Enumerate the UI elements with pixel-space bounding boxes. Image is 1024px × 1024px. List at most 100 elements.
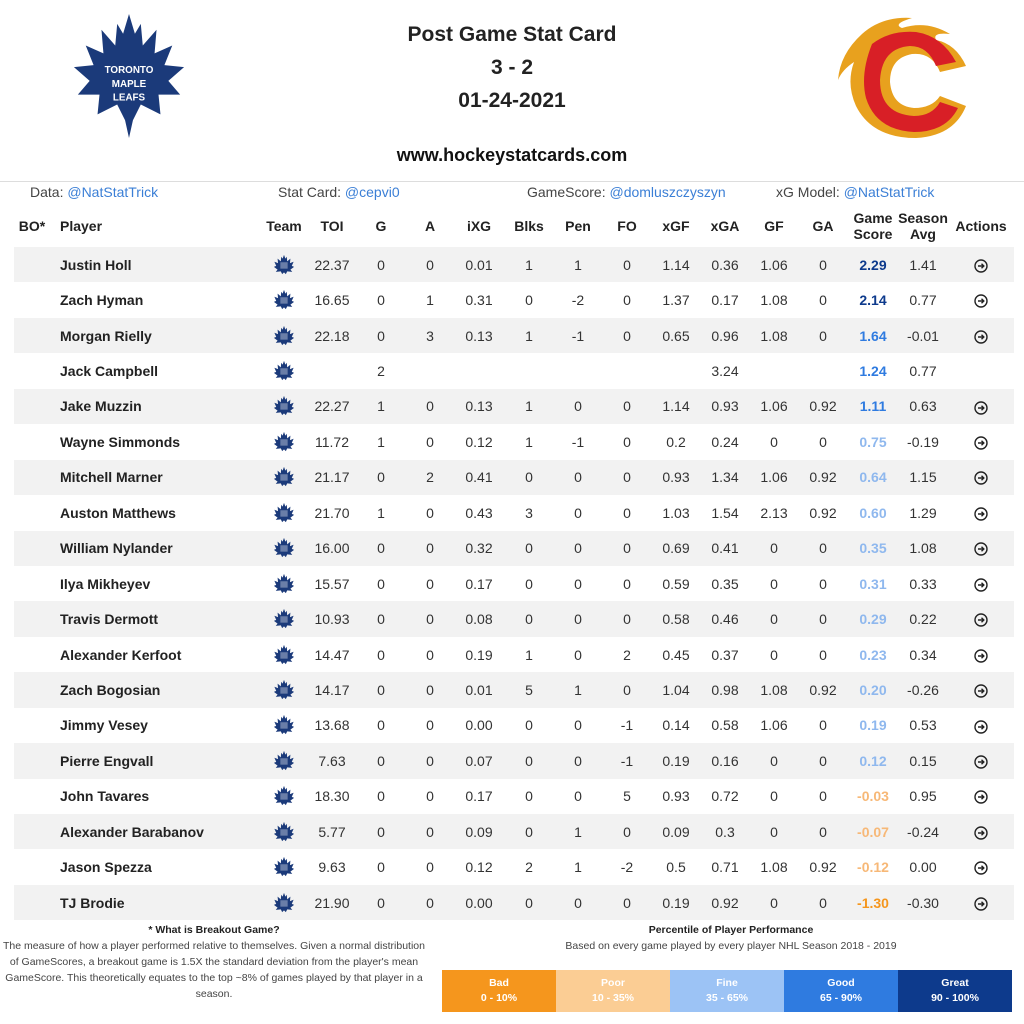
col-header-fo[interactable]: FO [617,218,637,234]
cell-season-avg: 0.63 [909,398,937,415]
col-header-game-score[interactable]: Game Score [848,205,898,247]
col-header-g[interactable]: G [375,218,387,234]
arrow-circle-right-icon[interactable] [974,471,988,486]
cell-bo [14,566,50,601]
arrow-circle-right-icon[interactable] [974,719,988,734]
cell-bo [14,637,50,672]
legend-item-fine: Fine 35 - 65% [670,970,784,1012]
arrow-circle-right-icon[interactable] [974,330,988,344]
arrow-circle-right-icon[interactable] [974,826,988,840]
cell-xga: 0.92 [711,894,739,911]
col-header-bo[interactable]: BO* [18,218,46,234]
cell-xgf: 0.2 [666,433,686,450]
legend-range: 65 - 90% [819,992,863,1004]
legend-item-great: Great 90 - 100% [898,970,1012,1012]
col-header-pen[interactable]: Pen [565,218,591,234]
col-header-gf[interactable]: GF [764,218,784,234]
cell-pen: 0 [574,611,582,628]
arrow-circle-right-icon[interactable] [974,897,988,911]
cell-team [260,814,308,849]
table-header-row: BO* Player Team TOI G A iXG Blks Pen FO … [14,205,1014,247]
table-row: Justin Holl 22.37 0 0 0.01 1 1 0 1.14 0.36 1.06 0 2.… [14,247,1014,283]
credit-xg-model: xG Model: @NatStatTrick [776,184,934,200]
cell-pen: 0 [574,504,582,521]
cell-g: 0 [377,646,385,663]
arrow-circle-right-icon[interactable] [974,578,988,592]
cell-blks: 0 [525,469,533,486]
cell-team [260,460,308,495]
cell-fo: 0 [623,327,631,344]
cell-player: Ilya Mikheyev [60,575,151,592]
arrow-circle-right-icon[interactable] [974,755,988,769]
cell-xga: 0.24 [711,433,739,450]
domluszczyszyn-link[interactable]: @domluszczyszyn [609,184,726,200]
cell-player: William Nylander [60,540,173,557]
arrow-circle-right-icon[interactable] [974,613,988,627]
cell-fo [602,353,652,388]
cell-team [260,672,308,707]
cell-xgf: 1.03 [662,504,690,521]
cell-actions [948,601,1014,636]
breakout-title: * What is Breakout Game? [148,924,280,936]
arrow-circle-right-icon[interactable] [974,790,988,805]
cell-season-avg: -0.01 [907,327,939,344]
col-header-ga[interactable]: GA [812,218,834,234]
cell-fo: 0 [623,433,631,450]
arrow-circle-right-icon[interactable] [974,542,988,557]
arrow-circle-right-icon[interactable] [974,861,988,875]
cell-player: Jake Muzzin [60,398,142,415]
cell-xga: 0.71 [711,859,739,876]
cell-season-avg: 0.15 [909,752,937,769]
cell-ixg: 0.13 [465,398,493,415]
arrow-circle-right-icon[interactable] [974,294,988,308]
natstattrick-link[interactable]: @NatStatTrick [67,184,159,200]
cell-pen: 0 [574,398,582,415]
col-header-toi[interactable]: TOI [320,218,344,234]
cell-g: 0 [377,469,385,486]
cell-a: 0 [426,717,434,734]
arrow-circle-right-icon[interactable] [974,436,988,450]
cell-xgf: 0.19 [662,752,690,769]
cell-ga: 0 [819,894,827,911]
cell-gf: 0 [770,611,778,628]
arrow-circle-right-icon[interactable] [974,684,988,698]
cepvi0-link[interactable]: @cepvi0 [344,184,400,200]
cell-a: 3 [426,327,434,344]
col-header-ixg[interactable]: iXG [466,218,492,234]
col-header-player[interactable]: Player [60,218,103,234]
maple-leaf-icon [273,821,295,843]
col-header-team[interactable]: Team [266,218,302,234]
cell-actions [948,743,1014,778]
cell-ixg [454,353,504,388]
maple-leaf-icon [273,750,295,772]
col-header-season-avg[interactable]: Season Avg [898,205,948,247]
cell-actions [948,460,1014,495]
cell-actions [948,637,1014,672]
cell-a: 0 [426,575,434,592]
arrow-circle-right-icon[interactable] [974,259,988,273]
arrow-circle-right-icon[interactable] [974,507,988,521]
col-header-xgf[interactable]: xGF [662,218,690,234]
arrow-circle-right-icon[interactable] [974,648,988,663]
cell-ixg: 0.17 [465,575,493,592]
table-row: Mitchell Marner 21.17 0 2 0.41 0 0 0 0.93 1.34 1.0… [14,459,1014,496]
cell-xgf: 0.19 [662,894,690,911]
cell-season-avg: -0.26 [907,681,939,698]
cell-fo: -1 [620,717,634,734]
col-header-xga[interactable]: xGA [710,218,740,234]
col-header-blks[interactable]: Blks [514,218,544,234]
cell-g: 0 [377,859,385,876]
table-row: Pierre Engvall 7.63 0 0 0.07 0 0 -1 0.19 0.16 0 0 0.… [14,743,1014,779]
table-row: Alexander Kerfoot 14.47 0 0 0.19 1 0 2 0.45 0.37 0… [14,637,1014,672]
arrow-circle-right-icon[interactable] [974,400,988,415]
cell-a: 0 [426,540,434,557]
cell-g: 0 [377,894,385,911]
col-header-a[interactable]: A [424,218,436,234]
cell-a: 0 [426,859,434,876]
cell-player: Jack Campbell [60,363,159,380]
cell-a: 2 [426,469,434,486]
cell-xga: 0.93 [711,398,739,415]
natstattrick-xg-link[interactable]: @NatStatTrick [843,184,935,200]
percentile-title: Percentile of Player Performance [648,924,814,936]
cell-g: 1 [377,504,385,521]
